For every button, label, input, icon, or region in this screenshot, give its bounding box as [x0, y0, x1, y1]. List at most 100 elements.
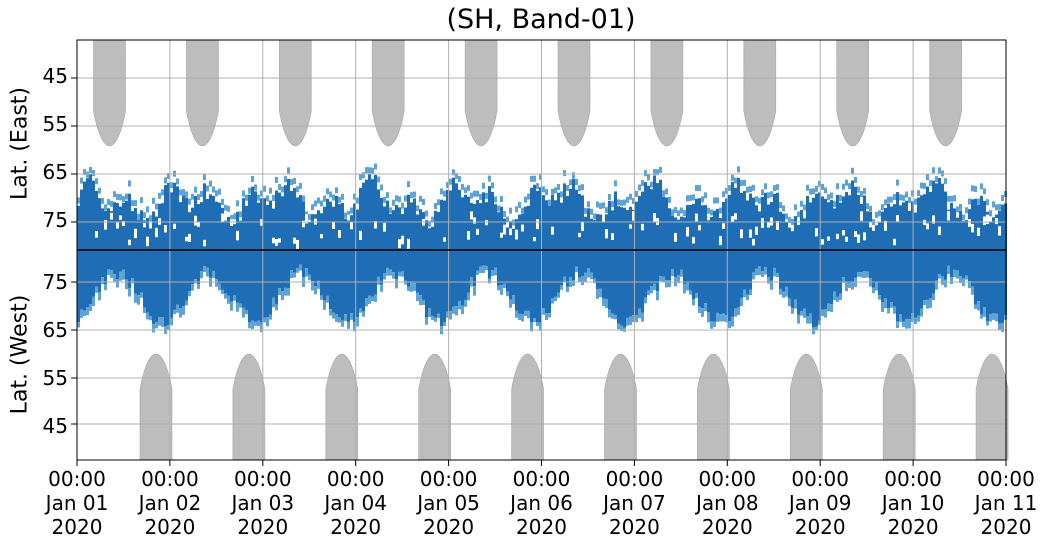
band-west-edge-178 — [611, 313, 614, 319]
band-east-col-161 — [560, 202, 563, 250]
band-west-edge-21 — [140, 292, 143, 298]
band-east-col-182 — [623, 207, 626, 250]
band-west-edge-27 — [158, 317, 161, 326]
band-east-col-4 — [89, 174, 92, 250]
band-east-edge-131 — [470, 192, 473, 199]
band-east-edge-59 — [254, 184, 257, 191]
band-west-col-19 — [134, 250, 137, 294]
band-east-edge-155 — [542, 186, 545, 193]
band-east-col-154 — [539, 187, 542, 250]
band-east-edge-158 — [551, 188, 554, 195]
band-gap-108 — [401, 235, 404, 245]
band-west-edge-191 — [650, 285, 653, 294]
band-gap-142 — [503, 224, 506, 235]
band-east-col-198 — [671, 215, 674, 250]
band-east-edge-101 — [380, 184, 383, 191]
band-east-col-33 — [176, 186, 179, 250]
band-west-col-94 — [359, 250, 362, 309]
band-west-edge-25 — [152, 323, 155, 333]
x-tick-time: 00:00 — [48, 467, 106, 491]
band-west-edge-36 — [185, 300, 188, 306]
band-west-col-69 — [284, 250, 287, 288]
band-east-edge-31 — [170, 182, 173, 189]
band-west-col-92 — [353, 250, 356, 323]
band-east-col-250 — [827, 202, 830, 250]
band-west-edge-56 — [245, 310, 248, 315]
x-tick-date: Jan 09 — [788, 491, 852, 515]
band-east-edge-45 — [212, 186, 215, 193]
band-west-edge-256 — [845, 282, 848, 292]
band-west-col-188 — [641, 250, 644, 313]
band-west-edge-238 — [791, 308, 794, 314]
band-east-col-5 — [92, 180, 95, 250]
band-east-edge-239 — [794, 204, 797, 211]
band-west-col-61 — [260, 250, 263, 323]
band-east-col-278 — [911, 201, 914, 250]
band-east-col-205 — [692, 203, 695, 250]
band-east-col-130 — [467, 196, 470, 250]
y-tick-west-45: 45 — [42, 414, 68, 438]
band-west-edge-15 — [122, 269, 125, 280]
band-west-col-6 — [95, 250, 98, 287]
band-east-edge-300 — [977, 198, 980, 205]
band-west-col-289 — [944, 250, 947, 280]
x-tick-year: 2020 — [794, 515, 846, 539]
band-west-col-190 — [647, 250, 650, 291]
band-east-col-214 — [719, 218, 722, 250]
band-west-edge-165 — [572, 280, 575, 287]
band-west-edge-175 — [602, 298, 605, 306]
y-tick-east-75: 75 — [42, 208, 68, 232]
band-west-col-88 — [341, 250, 344, 321]
band-west-edge-301 — [980, 314, 983, 319]
x-tick-year: 2020 — [980, 515, 1032, 539]
band-west-edge-125 — [452, 306, 455, 314]
band-west-edge-299 — [974, 304, 977, 309]
band-west-col-236 — [785, 250, 788, 287]
band-west-edge-105 — [392, 272, 395, 279]
band-east-edge-107 — [398, 196, 401, 203]
band-gap-303 — [986, 214, 989, 224]
band-east-col-277 — [908, 210, 911, 250]
band-west-col-149 — [524, 250, 527, 311]
band-west-edge-146 — [515, 310, 518, 318]
band-west-col-172 — [593, 250, 596, 279]
band-east-edge-118 — [431, 216, 434, 223]
band-east-edge-152 — [533, 175, 536, 182]
x-tick-time: 00:00 — [605, 467, 664, 491]
band-west-col-168 — [581, 250, 584, 277]
band-west-col-161 — [560, 250, 563, 286]
band-east-col-164 — [569, 188, 572, 250]
band-east-edge-80 — [317, 197, 320, 204]
band-gap-48 — [221, 213, 224, 222]
band-east-edge-235 — [782, 205, 785, 212]
band-gap-259 — [854, 231, 857, 237]
band-east-col-289 — [944, 191, 947, 250]
band-east-edge-58 — [251, 175, 254, 182]
band-west-col-249 — [824, 250, 827, 310]
band-east-edge-90 — [347, 211, 350, 218]
band-gap-99 — [374, 221, 377, 229]
band-west-edge-154 — [539, 322, 542, 332]
band-east-col-139 — [494, 204, 497, 250]
x-tick-time: 00:00 — [326, 467, 385, 491]
band-west-col-139 — [494, 250, 497, 268]
band-west-col-216 — [725, 250, 728, 316]
band-east-edge-64 — [269, 187, 272, 194]
band-east-edge-180 — [617, 199, 620, 206]
band-west-col-3 — [86, 250, 89, 308]
band-west-col-150 — [527, 250, 530, 311]
band-west-col-169 — [584, 250, 587, 273]
band-east-edge-161 — [560, 191, 563, 198]
band-east-edge-188 — [641, 180, 644, 187]
band-west-col-176 — [605, 250, 608, 300]
band-west-col-211 — [710, 250, 713, 322]
band-east-edge-82 — [323, 195, 326, 202]
band-east-edge-1 — [80, 177, 83, 184]
band-west-edge-160 — [557, 292, 560, 298]
band-west-edge-219 — [734, 308, 737, 317]
band-west-edge-87 — [338, 317, 341, 323]
band-east-edge-252 — [833, 201, 836, 208]
band-west-edge-239 — [794, 299, 797, 309]
band-east-edge-21 — [140, 197, 143, 204]
band-gap-302 — [983, 216, 986, 226]
